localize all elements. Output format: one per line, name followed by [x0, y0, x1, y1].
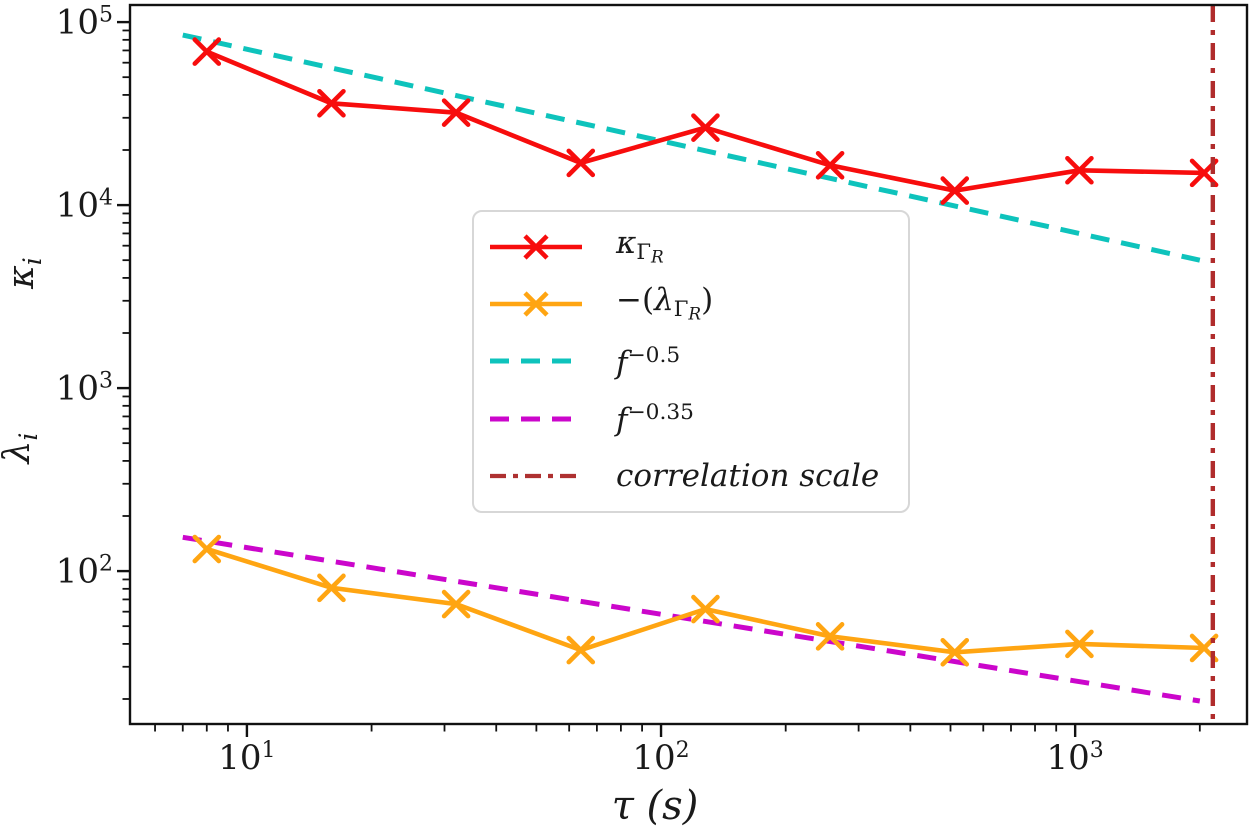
marker-x-kappa_Gamma_R [691, 113, 720, 142]
marker-x-neg_lambda_Gamma_R [1065, 629, 1094, 659]
legend-entry-lambda: −(λΓR) [486, 276, 908, 332]
y-axis-label-kappa: κi [1, 257, 47, 289]
y-tick-label-1e3: 103 [55, 368, 113, 409]
marker-x-neg_lambda_Gamma_R [192, 534, 222, 564]
legend-entry-f05: f−0.5 [486, 333, 908, 389]
y-tick-label-1e2: 102 [55, 551, 113, 592]
legend-label-correlation-scale: correlation scale [616, 457, 880, 494]
legend-sample-solid-x-red [490, 234, 582, 260]
x-tick-label-10: 101 [218, 738, 276, 779]
axes-spines [128, 3, 1249, 726]
ref-line-f^-0.35 [182, 534, 1201, 704]
legend-sample-dashdot-brown [490, 474, 582, 479]
legend-sample-solid-x-orange [490, 291, 582, 317]
x-tick-label-100: 102 [632, 738, 690, 779]
marker-x-neg_lambda_Gamma_R [940, 637, 970, 667]
marker-x-neg_lambda_Gamma_R [566, 635, 596, 665]
legend-label-lambda: −(λΓR) [616, 282, 714, 324]
marker-x-kappa_Gamma_R [940, 176, 970, 205]
x-axis-label: τ (s) [611, 783, 699, 829]
legend-label-f035: f−0.35 [616, 399, 694, 438]
legend-sample-dashed-cyan [490, 358, 582, 364]
marker-x-neg_lambda_Gamma_R [815, 622, 845, 651]
marker-x-kappa_Gamma_R [566, 148, 596, 178]
legend-sample-dashed-magenta [490, 416, 582, 422]
legend-box: κΓR −(λΓR) f−0.5 f−0.35 correla [472, 210, 910, 513]
series-line-kappa_Gamma_R [204, 49, 1207, 193]
marker-x-kappa_Gamma_R [317, 88, 346, 118]
legend-entry-f035: f−0.35 [486, 391, 908, 447]
y-tick-label-1e4: 104 [55, 185, 113, 226]
marker-x-kappa_Gamma_R [1065, 155, 1094, 185]
legend-entry-kappa: κΓR [486, 219, 908, 275]
marker-x-neg_lambda_Gamma_R [691, 594, 720, 624]
ref-line-f^-0.5 [182, 32, 1201, 263]
legend-entry-correlation-scale: correlation scale [486, 448, 908, 504]
marker-x-neg_lambda_Gamma_R [441, 589, 471, 619]
marker-x-neg_lambda_Gamma_R [317, 573, 346, 603]
marker-x-kappa_Gamma_R [441, 98, 471, 127]
marker-x-kappa_Gamma_R [815, 150, 845, 180]
legend-label-kappa: κΓR [616, 224, 664, 267]
series-line-neg_lambda_Gamma_R [204, 546, 1207, 655]
x-tick-label-1000: 103 [1046, 738, 1104, 779]
marker-x-kappa_Gamma_R [192, 37, 222, 66]
y-axis-label-lambda: λi [0, 432, 43, 464]
y-tick-label-1e5: 105 [55, 2, 113, 43]
legend-label-f05: f−0.5 [616, 342, 681, 381]
